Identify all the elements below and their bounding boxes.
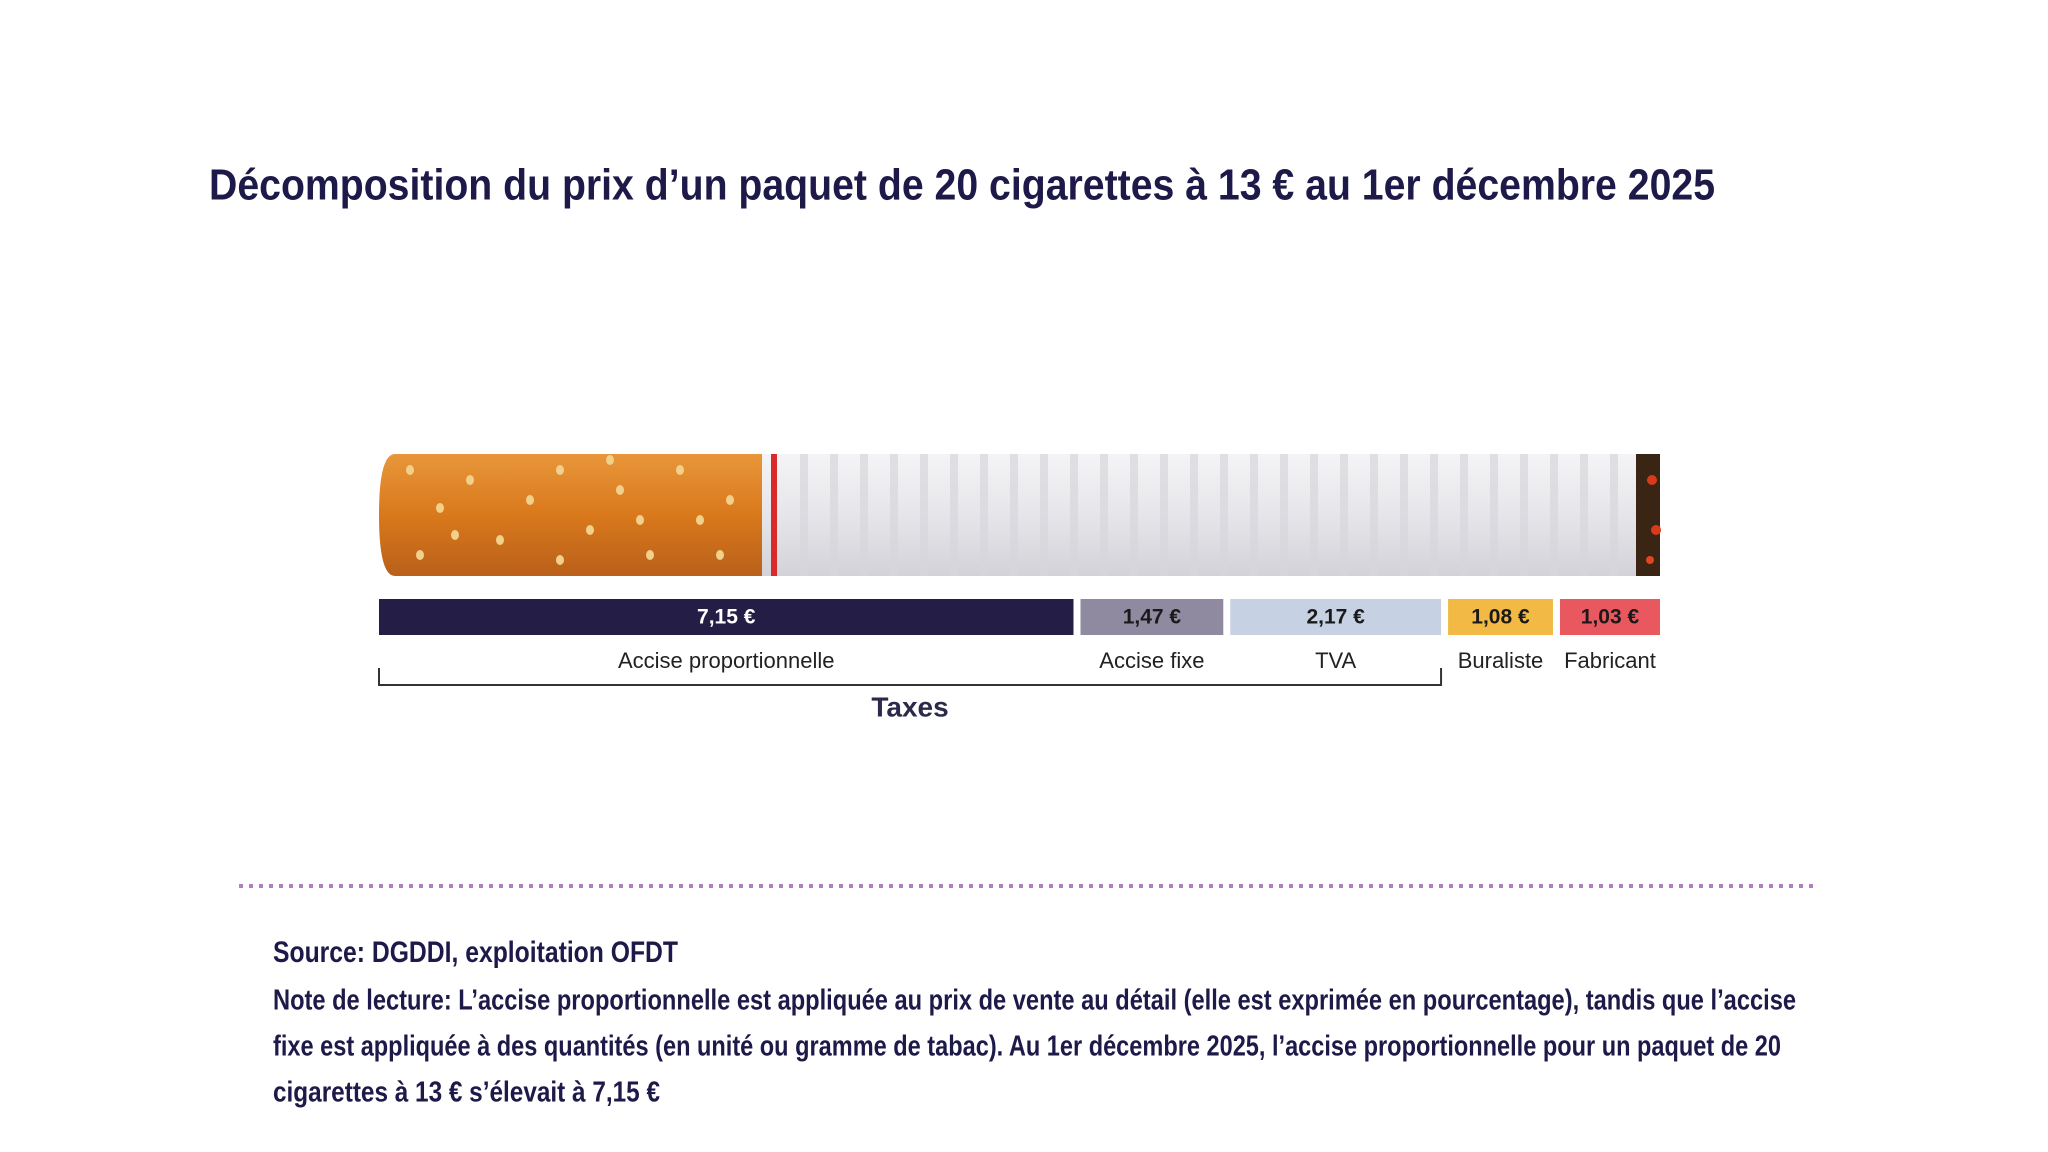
bar-segment — [1448, 599, 1553, 635]
paper-stripe — [1040, 454, 1048, 576]
paper-stripe — [1310, 454, 1318, 576]
paper-stripe — [890, 454, 898, 576]
value-label: 1,08 € — [1471, 606, 1530, 629]
category-label: TVA — [1315, 648, 1356, 673]
filter-speck — [406, 465, 414, 475]
paper-stripe — [1370, 454, 1378, 576]
cigarette — [379, 454, 1661, 576]
paper-stripe — [1610, 454, 1618, 576]
paper-stripe — [920, 454, 928, 576]
value-label: 2,17 € — [1306, 606, 1365, 629]
paper-stripe — [1070, 454, 1078, 576]
filter-speck — [451, 530, 459, 540]
filter-speck — [606, 455, 614, 465]
filter-speck — [696, 515, 704, 525]
paper-stripe — [1160, 454, 1168, 576]
filter-speck — [466, 475, 474, 485]
filter-speck — [526, 495, 534, 505]
taxes-bracket — [378, 668, 1443, 686]
bracket-label: Taxes — [871, 691, 948, 722]
paper-stripe — [1400, 454, 1408, 576]
bar-segment — [1559, 599, 1660, 635]
paper-stripe — [1580, 454, 1588, 576]
value-label: 7,15 € — [697, 606, 756, 629]
filter-speck — [496, 535, 504, 545]
category-label: Accise proportionnelle — [618, 648, 834, 673]
paper-stripe — [1220, 454, 1228, 576]
value-label: 1,47 € — [1123, 606, 1182, 629]
paper-stripe — [1490, 454, 1498, 576]
paper-stripe — [1520, 454, 1528, 576]
filter-speck — [586, 525, 594, 535]
paper-stripe — [1340, 454, 1348, 576]
filter-speck — [676, 465, 684, 475]
paper-stripe — [1430, 454, 1438, 576]
filter-speck — [616, 485, 624, 495]
chart-title: Décomposition du prix d’un paquet de 20 … — [209, 161, 1715, 210]
paper-stripe — [1010, 454, 1018, 576]
paper-stripe — [980, 454, 988, 576]
category-label: Accise fixe — [1099, 648, 1204, 673]
paper-stripe — [1190, 454, 1198, 576]
category-label: Buraliste — [1458, 648, 1544, 673]
paper-stripe — [1130, 454, 1138, 576]
paper-stripe — [950, 454, 958, 576]
filter-speck — [416, 550, 424, 560]
filter-speck — [646, 550, 654, 560]
paper-stripe — [1460, 454, 1468, 576]
bar-segment — [1230, 599, 1442, 635]
paper-stripe — [1250, 454, 1258, 576]
filter-speck — [636, 515, 644, 525]
filter-speck — [556, 555, 564, 565]
note-line: fixe est appliquée à des quantités (en u… — [273, 1031, 1781, 1063]
note-line: cigarettes à 13 € s’élevait à 7,15 € — [273, 1077, 660, 1109]
bar-segment — [1080, 599, 1224, 635]
filter-speck — [556, 465, 564, 475]
paper-stripe — [860, 454, 868, 576]
paper-stripe — [1280, 454, 1288, 576]
paper-stripe — [800, 454, 808, 576]
paper-stripe — [1100, 454, 1108, 576]
filter-speck — [726, 495, 734, 505]
filter-speck — [716, 550, 724, 560]
filter-speck — [436, 503, 444, 513]
source: Source: DGDDI, exploitation OFDT — [273, 936, 678, 969]
value-label: 1,03 € — [1581, 606, 1640, 629]
paper-stripe — [830, 454, 838, 576]
note-line: Note de lecture: L’accise proportionnell… — [273, 985, 1796, 1017]
bar-segment — [379, 599, 1074, 635]
category-label: Fabricant — [1564, 648, 1656, 673]
paper-stripe — [1550, 454, 1558, 576]
